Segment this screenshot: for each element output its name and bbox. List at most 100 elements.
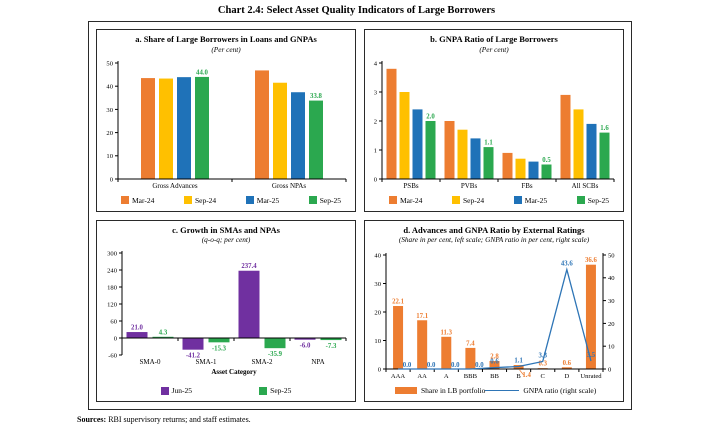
- svg-text:C: C: [541, 373, 546, 380]
- panel-d-subtitle: (Share in per cent, left scale; GNPA rat…: [398, 235, 590, 245]
- figure-title: Chart 2.4: Select Asset Quality Indicato…: [217, 5, 496, 16]
- svg-text:180: 180: [107, 285, 118, 292]
- sources-label: Sources:: [77, 415, 107, 424]
- svg-text:4: 4: [374, 60, 378, 67]
- svg-text:SMA-0: SMA-0: [139, 358, 161, 366]
- svg-text:Asset Category: Asset Category: [211, 368, 257, 376]
- legend-item-sep25: Sep-25: [576, 195, 609, 205]
- panel-c-title: c. Growth in SMAs and NPAs: [172, 224, 280, 235]
- legend-swatch-sep25: [576, 196, 585, 204]
- svg-text:BB: BB: [490, 373, 499, 380]
- svg-text:0.0: 0.0: [451, 362, 460, 369]
- panel-b-plot: 0 1 2 3 4 PSBs PVBs FBs All SCBs 2.0 1.1 0.5 1.6: [365, 54, 623, 193]
- svg-text:120: 120: [107, 302, 118, 309]
- legend-label: Sep-25: [319, 195, 341, 205]
- legend-item-mar24: Mar-24: [121, 196, 154, 205]
- legend-item-mar24: Mar-24: [389, 196, 422, 205]
- svg-text:3.3: 3.3: [538, 353, 547, 360]
- svg-text:300: 300: [107, 251, 118, 258]
- figure-container: a. Share of Large Borrowers in Loans and…: [88, 21, 632, 410]
- svg-text:2.8: 2.8: [490, 354, 499, 361]
- legend-item-share: Share in LB portfolio: [395, 386, 485, 395]
- legend-swatch-sep24: [451, 196, 460, 204]
- legend-item-gnpa-line: GNPA ratio (right scale): [485, 386, 596, 395]
- panel-a-legend: Mar-24 Sep-24 Mar-25 Sep-25: [97, 193, 355, 208]
- svg-text:40: 40: [608, 275, 615, 282]
- legend-swatch-jun25: [160, 386, 169, 395]
- svg-text:PSBs: PSBs: [403, 182, 418, 190]
- svg-text:D: D: [564, 373, 569, 380]
- legend-swatch-sep25: [308, 196, 317, 204]
- svg-text:60: 60: [110, 319, 117, 326]
- legend-label: Mar-25: [524, 195, 548, 205]
- svg-text:3.5: 3.5: [587, 352, 596, 359]
- panel-d: d. Advances and GNPA Ratio by External R…: [364, 219, 624, 402]
- panel-a-plot: 0 10 20 30 40 50 Gross Advances Gross NPAs 44.0 3…: [97, 54, 355, 193]
- legend-item-mar25: Mar-25: [245, 195, 280, 205]
- svg-text:40: 40: [374, 253, 381, 260]
- svg-text:0.6: 0.6: [563, 360, 572, 367]
- legend-swatch-share: [395, 387, 417, 394]
- panel-d-legend: Share in LB portfolio GNPA ratio (right …: [365, 383, 623, 398]
- svg-text:-6.0: -6.0: [300, 343, 311, 350]
- svg-text:0: 0: [114, 336, 118, 343]
- svg-text:50: 50: [608, 253, 615, 260]
- legend-label: Jun-25: [171, 386, 192, 395]
- legend-swatch-sep25: [259, 386, 268, 395]
- svg-text:10: 10: [106, 153, 113, 160]
- svg-text:0.3: 0.3: [538, 361, 547, 368]
- svg-text:A: A: [444, 373, 449, 380]
- legend-swatch-mar24: [121, 196, 129, 204]
- svg-text:1.1: 1.1: [484, 139, 493, 146]
- legend-label: Mar-25: [256, 195, 280, 205]
- legend-item-sep24: Sep-24: [183, 195, 217, 205]
- svg-text:0.6: 0.6: [490, 359, 499, 366]
- svg-text:0.5: 0.5: [542, 157, 551, 164]
- svg-text:NPA: NPA: [311, 358, 324, 366]
- legend-swatch-sep24: [183, 196, 192, 204]
- svg-text:44.0: 44.0: [196, 69, 208, 76]
- svg-text:237.4: 237.4: [241, 264, 257, 271]
- svg-text:0: 0: [374, 176, 378, 183]
- legend-item-jun25: Jun-25: [160, 386, 192, 395]
- legend-label: Share in LB portfolio: [421, 386, 486, 395]
- svg-text:1: 1: [374, 147, 377, 154]
- svg-text:Gross Advances: Gross Advances: [152, 182, 198, 190]
- svg-text:3: 3: [374, 89, 378, 96]
- legend-label: Mar-24: [400, 195, 423, 205]
- panel-b-title: b. GNPA Ratio of Large Borrowers: [430, 34, 558, 44]
- svg-text:43.6: 43.6: [561, 261, 573, 268]
- svg-text:BBB: BBB: [464, 373, 478, 380]
- legend-label: Sep-24: [194, 195, 217, 205]
- svg-text:0: 0: [110, 176, 114, 183]
- legend-label: Sep-24: [462, 195, 485, 205]
- legend-swatch-mar25: [245, 196, 254, 204]
- svg-text:1.4: 1.4: [522, 372, 531, 379]
- panel-a-subtitle: (Per cent): [211, 44, 241, 54]
- legend-label: Sep-25: [587, 195, 609, 205]
- legend-item-mar25: Mar-25: [513, 195, 548, 205]
- legend-item-sep24: Sep-24: [451, 195, 485, 205]
- panel-c-plot: -60 0 60 120 180 240 300 SMA-0 SMA-1 SMA-2 NPA Asse…: [97, 244, 355, 383]
- svg-text:0.0: 0.0: [427, 362, 436, 369]
- panel-c-legend: Jun-25 Sep-25: [97, 383, 355, 398]
- panel-b-subtitle: (Per cent): [479, 44, 509, 54]
- panel-c: c. Growth in SMAs and NPAs (q-o-q; per c…: [96, 219, 356, 402]
- svg-text:11.3: 11.3: [441, 330, 453, 337]
- svg-text:0: 0: [378, 367, 382, 374]
- legend-swatch-mar24: [389, 196, 397, 204]
- svg-text:20: 20: [374, 310, 381, 317]
- svg-text:22.1: 22.1: [392, 299, 404, 306]
- svg-text:50: 50: [106, 60, 113, 67]
- svg-text:AAA: AAA: [391, 373, 406, 380]
- svg-text:40: 40: [106, 83, 113, 90]
- svg-text:240: 240: [107, 268, 118, 275]
- legend-label: Mar-24: [132, 195, 155, 205]
- legend-swatch-mar25: [513, 196, 522, 204]
- svg-text:30: 30: [374, 281, 381, 288]
- panel-b: b. GNPA Ratio of Large Borrowers (Per ce…: [364, 29, 624, 212]
- svg-text:1.6: 1.6: [600, 125, 609, 132]
- svg-text:10: 10: [374, 338, 381, 345]
- panel-a-title: a. Share of Large Borrowers in Loans and…: [135, 34, 317, 44]
- panel-b-legend: Mar-24 Sep-24 Mar-25 Sep-25: [365, 193, 623, 208]
